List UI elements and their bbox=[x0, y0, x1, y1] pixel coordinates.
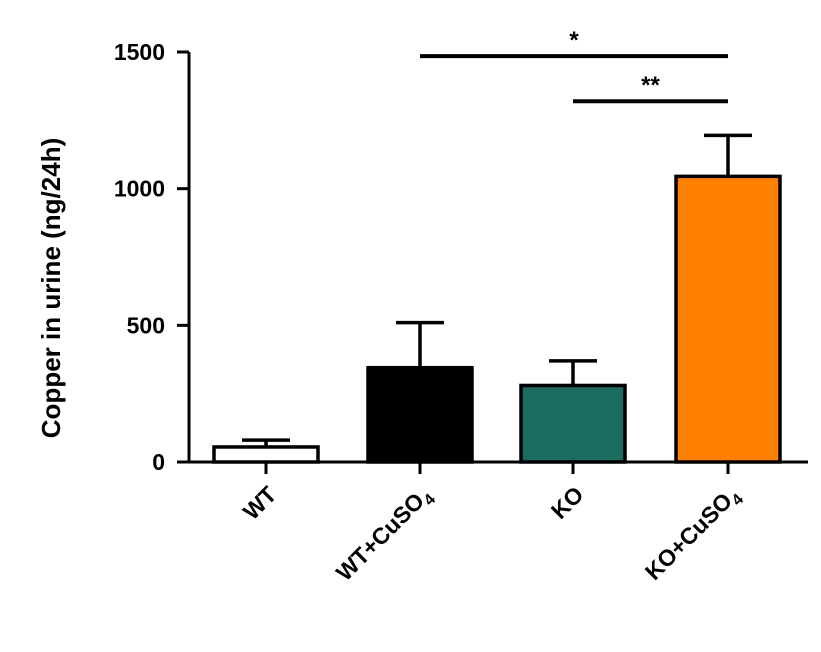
y-axis: 0 500 1000 1500 bbox=[114, 39, 191, 475]
bar-ko-cuso4 bbox=[674, 174, 782, 464]
y-tick-label-1500: 1500 bbox=[114, 39, 165, 65]
y-tick-label-0: 0 bbox=[152, 449, 165, 475]
category-label-main: WT bbox=[238, 481, 282, 525]
category-label-1: WT bbox=[238, 481, 282, 525]
x-axis bbox=[187, 460, 808, 474]
category-label-main: KO bbox=[546, 481, 589, 524]
significance-label-1: * bbox=[569, 27, 579, 54]
y-tick-label-500: 500 bbox=[127, 312, 165, 338]
bar-ko bbox=[519, 383, 627, 464]
significance-group: *** bbox=[420, 27, 728, 104]
bar-wt-cuso4 bbox=[366, 365, 474, 464]
category-labels-group: WT WT+CuSO4 KO KO+CuSO4 bbox=[238, 481, 747, 589]
y-axis-label: Copper in urine (ng/24h) bbox=[36, 138, 66, 438]
category-label-4: KO+CuSO4 bbox=[640, 481, 747, 588]
significance-label-2: ** bbox=[641, 72, 660, 99]
category-label-main: WT+CuSO bbox=[331, 487, 429, 585]
category-label-3: KO bbox=[546, 481, 589, 524]
bar-wt bbox=[212, 445, 320, 464]
y-tick-label-1000: 1000 bbox=[114, 176, 165, 202]
category-label-2: WT+CuSO4 bbox=[331, 481, 439, 589]
error-bars-group bbox=[242, 133, 752, 447]
bars-group bbox=[212, 174, 782, 464]
category-label-main: KO+CuSO bbox=[640, 487, 737, 584]
